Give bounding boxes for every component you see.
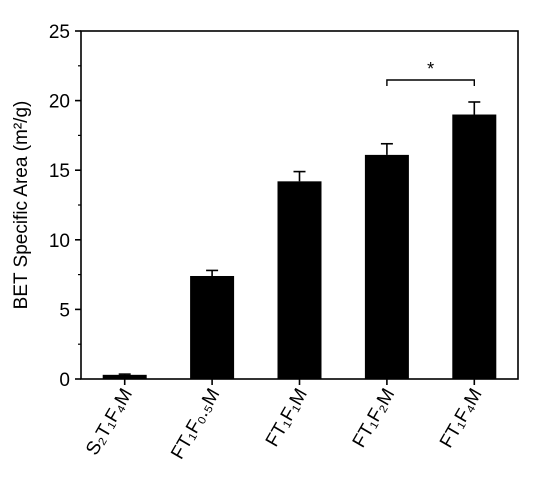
x-axis-ticks: S₂T₁F₄M FT₁F₀.₅M FT₁F₁M FT₁F₂M FT₁F₄M (82, 379, 487, 463)
bar-3 (364, 154, 409, 379)
x-tick-label: FT₁F₄M (436, 385, 487, 452)
bar-1 (190, 275, 235, 379)
y-tick-label: 25 (49, 22, 70, 43)
x-tick-label: FT₁F₀.₅M (167, 385, 224, 463)
bars-group (102, 114, 497, 380)
significance-label: * (427, 59, 434, 79)
x-tick-label: FT₁F₂M (349, 385, 399, 451)
y-tick-label: 15 (49, 161, 70, 182)
bar-4 (452, 114, 497, 380)
y-tick-label: 10 (49, 231, 70, 252)
error-bar-1 (206, 269, 219, 276)
y-axis-label: BET Specific Area (m²/g) (11, 101, 32, 310)
error-bar-3 (380, 142, 393, 155)
significance-line (386, 79, 475, 86)
y-tick-label: 5 (59, 300, 70, 321)
error-bars-group (118, 101, 481, 375)
significance-bracket: * (386, 59, 475, 86)
error-bar-2 (293, 170, 306, 182)
error-bar-4 (468, 101, 481, 115)
y-tick-label: 0 (59, 370, 70, 391)
x-tick-label: S₂T₁F₄M (82, 385, 137, 459)
error-bar-0 (118, 373, 131, 375)
bar-0 (102, 374, 147, 379)
x-tick-label: FT₁F₁M (262, 385, 312, 450)
bar-2 (277, 181, 322, 379)
y-tick-label: 20 (49, 92, 70, 113)
y-axis-ticks: 0 5 10 15 20 25 (49, 22, 81, 391)
